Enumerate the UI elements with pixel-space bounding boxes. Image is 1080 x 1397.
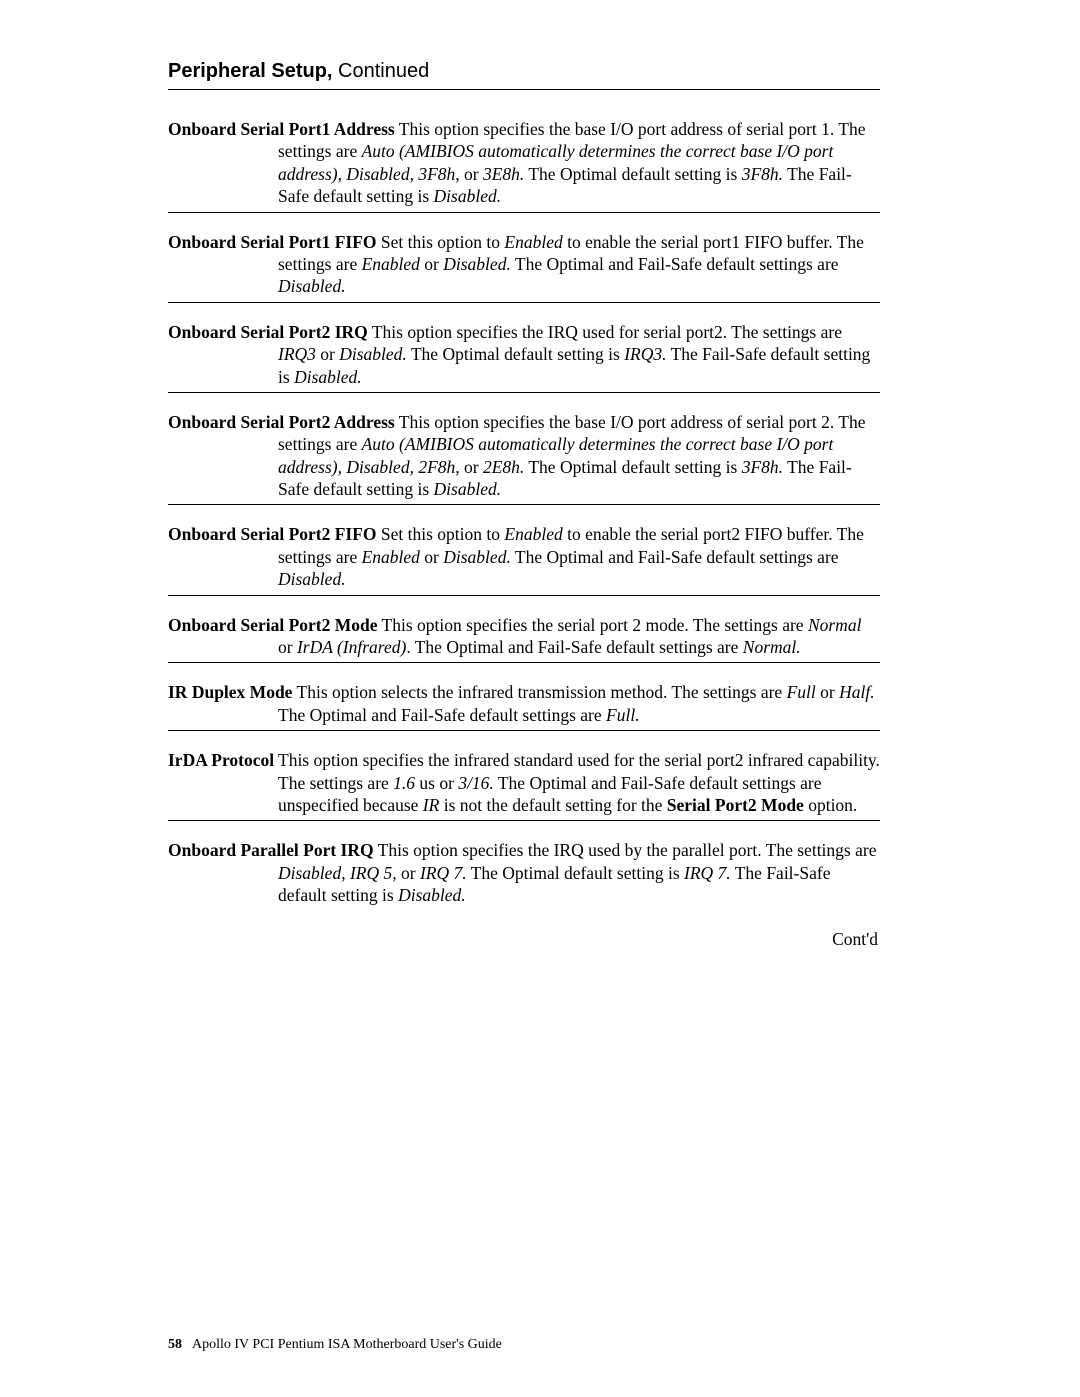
entry-serial-port2-irq: Onboard Serial Port2 IRQ This option spe…	[168, 321, 880, 393]
entry-text: or	[816, 682, 839, 702]
entry-text: The Optimal default setting is	[524, 164, 741, 184]
entry-text: option.	[804, 795, 857, 815]
entry-serial-port1-fifo: Onboard Serial Port1 FIFO Set this optio…	[168, 231, 880, 303]
entry-text: The Optimal and Fail-Safe default settin…	[278, 705, 606, 725]
header-continued: Continued	[333, 60, 430, 82]
entry-italic: IRQ3.	[624, 344, 666, 364]
entry-italic: Disabled.	[443, 547, 511, 567]
entry-label: Onboard Serial Port1 Address	[168, 119, 395, 139]
entry-text: . The Optimal and Fail-Safe default sett…	[406, 637, 742, 657]
entry-text: Set this option to	[377, 232, 505, 252]
entry-italic: IrDA (Infrared)	[297, 637, 406, 657]
entry-text: or	[397, 863, 420, 883]
entry-italic: IRQ 7.	[684, 863, 731, 883]
entry-text: or	[420, 254, 443, 274]
entry-italic: 3F8h.	[742, 457, 783, 477]
entry-italic: Enabled	[362, 254, 420, 274]
entry-text: This option selects the infrared transmi…	[292, 682, 786, 702]
entry-italic: Disabled.	[278, 276, 346, 296]
entry-italic: Disabled, IRQ 5,	[278, 863, 397, 883]
entry-italic: Full.	[606, 705, 640, 725]
continued-marker: Cont'd	[168, 929, 880, 950]
entry-label: Onboard Serial Port2 FIFO	[168, 524, 377, 544]
entry-text: This option specifies the IRQ used for s…	[368, 322, 842, 342]
entry-label: Onboard Serial Port2 Address	[168, 412, 395, 432]
entry-italic: Disabled.	[434, 186, 502, 206]
entry-text: The Optimal default setting is	[407, 344, 624, 364]
entry-italic: Normal	[808, 615, 861, 635]
entry-parallel-port-irq: Onboard Parallel Port IRQ This option sp…	[168, 839, 880, 910]
document-page: Peripheral Setup, Continued Onboard Seri…	[0, 0, 1080, 1397]
entry-label: Onboard Parallel Port IRQ	[168, 840, 374, 860]
entry-italic: IRQ3	[278, 344, 316, 364]
entry-bold: Serial Port2 Mode	[667, 795, 804, 815]
entry-italic: Disabled.	[443, 254, 511, 274]
entry-italic: Enabled	[504, 524, 562, 544]
entry-serial-port2-fifo: Onboard Serial Port2 FIFO Set this optio…	[168, 523, 880, 595]
entry-italic: Disabled.	[294, 367, 362, 387]
entry-serial-port1-address: Onboard Serial Port1 Address This option…	[168, 118, 880, 213]
entry-label: Onboard Serial Port1 FIFO	[168, 232, 377, 252]
entry-italic: Normal.	[743, 637, 801, 657]
entry-label: IrDA Protocol	[168, 750, 274, 770]
section-header: Peripheral Setup, Continued	[168, 60, 880, 90]
header-title: Peripheral Setup,	[168, 60, 333, 82]
entry-irda-protocol: IrDA Protocol This option specifies the …	[168, 749, 880, 821]
entry-italic: Enabled	[362, 547, 420, 567]
entry-italic: 3E8h.	[483, 164, 524, 184]
entry-text: us or	[415, 773, 458, 793]
entry-italic: 2E8h.	[483, 457, 524, 477]
entry-text: The Optimal default setting is	[467, 863, 684, 883]
entry-text: The Optimal and Fail-Safe default settin…	[511, 547, 839, 567]
entry-italic: Disabled.	[339, 344, 407, 364]
entry-text: This option specifies the IRQ used by th…	[374, 840, 877, 860]
entry-italic: Disabled.	[398, 885, 466, 905]
entry-italic: Full	[787, 682, 816, 702]
content-area: Peripheral Setup, Continued Onboard Seri…	[168, 60, 880, 950]
entry-italic: Disabled.	[278, 569, 346, 589]
entry-text: This option specifies the serial port 2 …	[378, 615, 808, 635]
entry-italic: 1.6	[393, 773, 415, 793]
entry-italic: IR	[423, 795, 440, 815]
entry-label: Onboard Serial Port2 Mode	[168, 615, 378, 635]
entry-italic: 3/16.	[458, 773, 494, 793]
entry-serial-port2-address: Onboard Serial Port2 Address This option…	[168, 411, 880, 506]
entry-text: The Optimal default setting is	[524, 457, 741, 477]
page-footer: 58 Apollo IV PCI Pentium ISA Motherboard …	[168, 1337, 502, 1353]
entry-text: Set this option to	[377, 524, 505, 544]
entry-text: or	[460, 164, 483, 184]
entry-text: or	[316, 344, 339, 364]
entry-text: or	[278, 637, 297, 657]
entry-serial-port2-mode: Onboard Serial Port2 Mode This option sp…	[168, 614, 880, 664]
entry-italic: Half.	[839, 682, 875, 702]
entry-label: IR Duplex Mode	[168, 682, 292, 702]
entry-ir-duplex-mode: IR Duplex Mode This option selects the i…	[168, 681, 880, 731]
entry-text: or	[460, 457, 483, 477]
entry-text: The Optimal and Fail-Safe default settin…	[511, 254, 839, 274]
page-number: 58	[168, 1337, 182, 1352]
footer-guide-title: Apollo IV PCI Pentium ISA Motherboard Us…	[192, 1337, 502, 1352]
entry-italic: 3F8h.	[742, 164, 783, 184]
entry-text: or	[420, 547, 443, 567]
entry-italic: Disabled.	[434, 479, 502, 499]
entry-text: is not the default setting for the	[439, 795, 666, 815]
entry-italic: Enabled	[504, 232, 562, 252]
entry-italic: IRQ 7.	[420, 863, 467, 883]
entry-label: Onboard Serial Port2 IRQ	[168, 322, 368, 342]
